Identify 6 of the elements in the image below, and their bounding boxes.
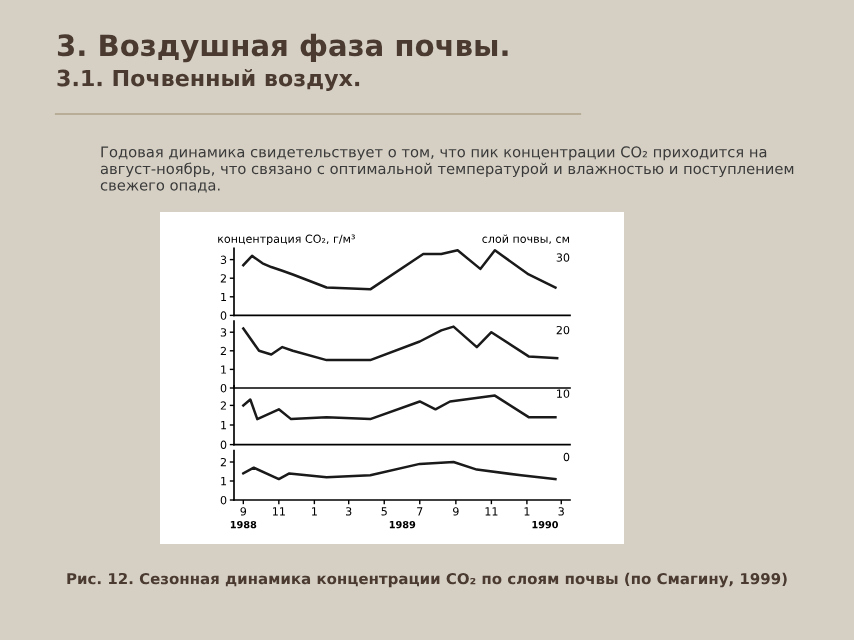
- line-series: [242, 249, 557, 291]
- line-series: [242, 460, 557, 481]
- chart-title: 3. Воздушная фаза почвы.: [57, 33, 508, 63]
- line-series: [242, 325, 559, 362]
- chart-subtitle: 3.1. Почвенный воздух.: [57, 69, 360, 91]
- line-series: [242, 394, 557, 421]
